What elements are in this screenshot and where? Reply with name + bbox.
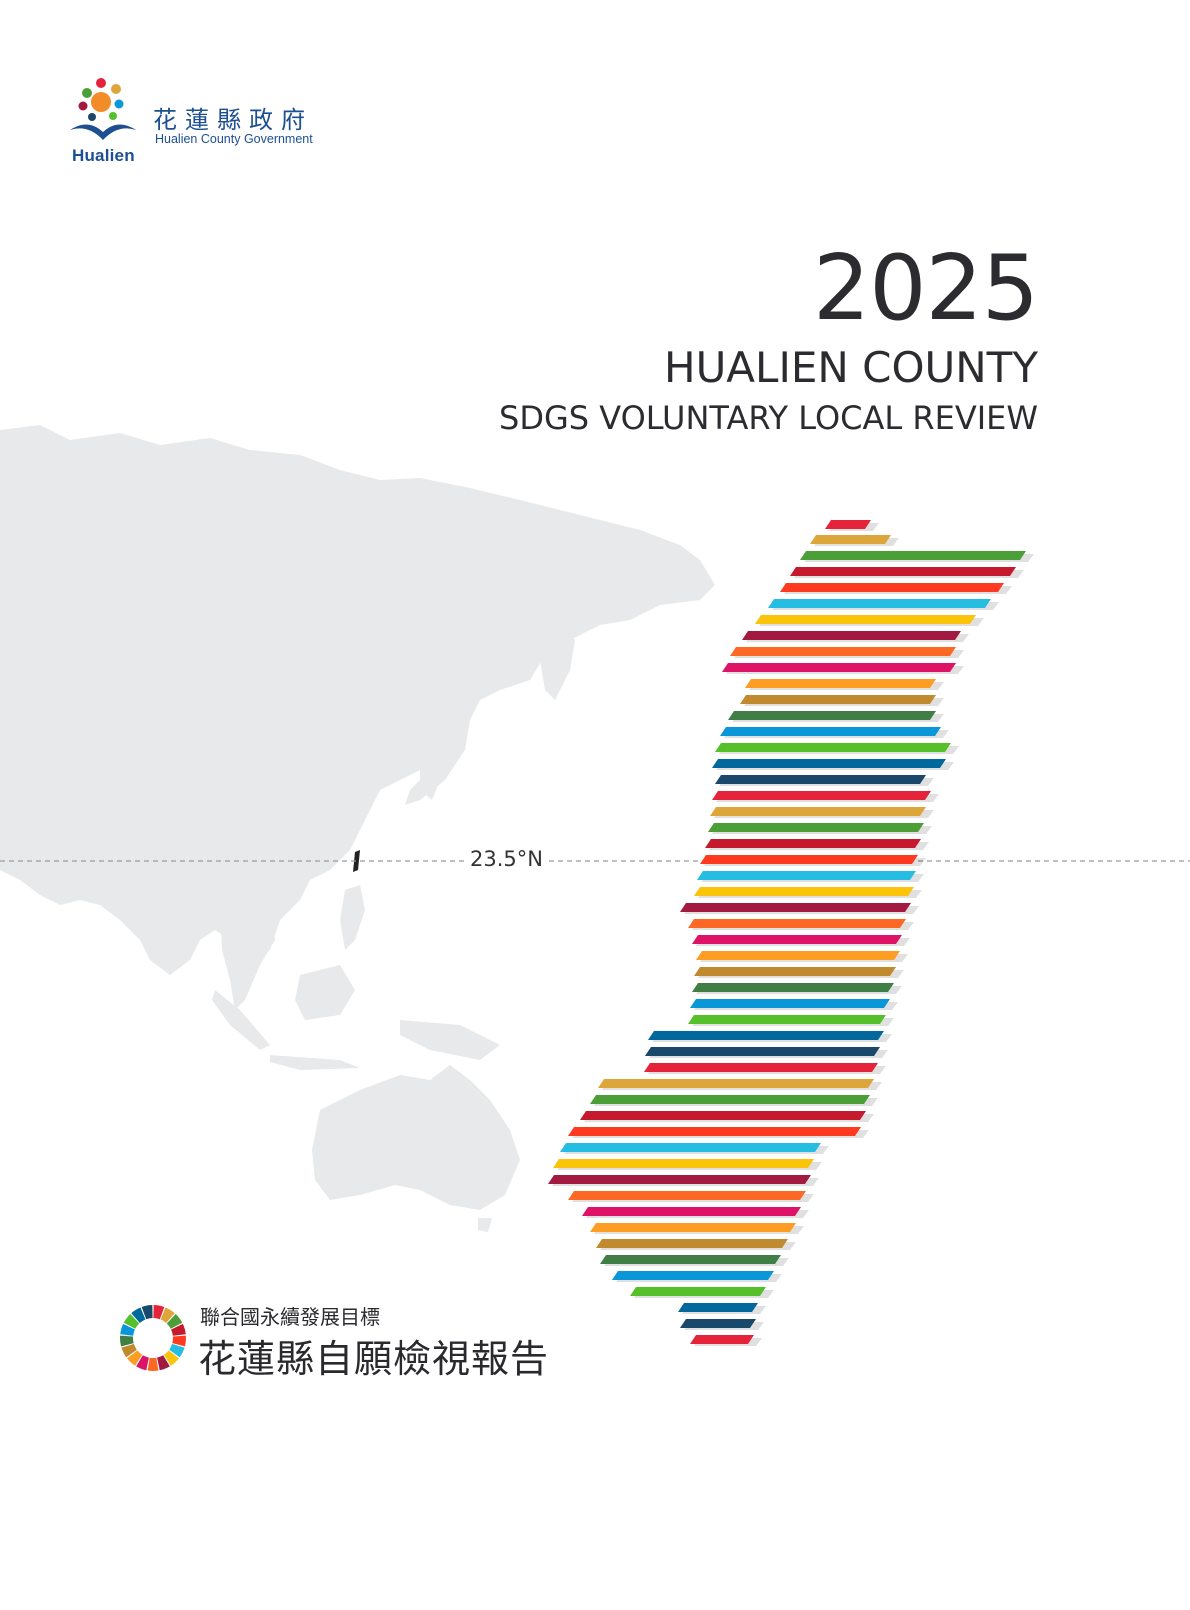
footer-line2: 花蓮縣自願檢視報告 (198, 1337, 550, 1381)
sdg-wheel-segment (136, 1355, 149, 1371)
sdg-wheel-segment (120, 1335, 134, 1347)
stripe (580, 1111, 866, 1120)
indochina (220, 895, 275, 1010)
stripe (694, 967, 896, 976)
stripe (548, 1175, 811, 1184)
sdg-wheel-segment (157, 1355, 170, 1371)
stripe (780, 583, 1004, 592)
sdg-wheel-segment (163, 1350, 179, 1366)
sdg-wheel-segment (171, 1323, 186, 1336)
sdg-wheel-segment (172, 1335, 186, 1347)
stripe (678, 1303, 758, 1312)
sdg-wheel-segment (127, 1350, 143, 1366)
kamchatka (540, 620, 575, 700)
hualien-logo: Hualien 花蓮縣政府 Hualien County Government (68, 74, 368, 174)
footer-line1: 聯合國永續發展目標 (200, 1305, 380, 1329)
tasmania (478, 1218, 492, 1232)
japan-hokkaido (455, 680, 480, 715)
stripe (590, 1095, 870, 1104)
sdg-wheel-segment (121, 1343, 137, 1358)
stripe (644, 1063, 878, 1072)
report-subtitle: SDGS VOLUNTARY LOCAL REVIEW (499, 399, 1038, 437)
sdg-wheel-segment (147, 1357, 159, 1371)
stripe (708, 823, 924, 832)
stripe (728, 711, 936, 720)
stripe (680, 1319, 756, 1328)
stripe (790, 567, 1016, 576)
org-name-en: Hualien County Government (155, 132, 313, 146)
stripe (745, 679, 936, 688)
sdg-wheel-segment (141, 1305, 153, 1320)
stripe (688, 1015, 886, 1024)
borneo (295, 965, 355, 1020)
stripe (720, 727, 941, 736)
philippines (340, 885, 365, 950)
title-block: 2025 HUALIEN COUNTY SDGS VOLUNTARY LOCAL… (499, 236, 1039, 438)
sdg-wheel-icon (120, 1305, 186, 1371)
stripe (582, 1207, 801, 1216)
stripe (705, 839, 921, 848)
stripe (645, 1047, 880, 1056)
stripe (648, 1031, 884, 1040)
australia (312, 1065, 520, 1210)
stripe (710, 807, 926, 816)
stripe (768, 599, 991, 608)
stripe (825, 520, 871, 529)
stripe (600, 1255, 781, 1264)
stripe (722, 663, 956, 672)
stripe (715, 743, 951, 752)
stripe (568, 1127, 861, 1136)
stripe (697, 871, 916, 880)
stripe (740, 695, 936, 704)
japan-honshu (405, 720, 470, 805)
stripe (596, 1239, 788, 1248)
sdg-wheel-segment (153, 1305, 165, 1320)
stripe (730, 647, 956, 656)
stripe (712, 791, 931, 800)
sdg-wheel-segment (169, 1343, 185, 1358)
report-year: 2025 (812, 236, 1039, 341)
stripe (712, 759, 946, 768)
sumatra (212, 990, 270, 1050)
latitude-label: 23.5°N (466, 847, 547, 871)
stripe (810, 535, 891, 544)
sdg-wheel-segment (131, 1307, 146, 1323)
stripe (715, 775, 926, 784)
sdg-wheel-segment (123, 1314, 140, 1329)
taiwan-small (353, 850, 360, 872)
sdg-wheel-segment (120, 1323, 135, 1336)
stripe (568, 1191, 806, 1200)
hualien-flower-icon (70, 78, 136, 140)
stripe (598, 1079, 874, 1088)
stripe (800, 551, 1026, 560)
org-name-zh: 花蓮縣政府 (153, 106, 313, 134)
stripe (560, 1143, 821, 1152)
stripe (553, 1159, 814, 1168)
eurasia-landmass (0, 425, 715, 975)
stripe (742, 631, 961, 640)
logo-wordmark: Hualien (72, 146, 135, 165)
stripe (694, 887, 914, 896)
stripe (692, 935, 902, 944)
stripe (755, 615, 976, 624)
sdg-wheel-segment (160, 1307, 175, 1323)
sdg-wheel-segment (166, 1314, 183, 1329)
stripe (690, 999, 890, 1008)
stripe (612, 1271, 774, 1280)
report-county: HUALIEN COUNTY (663, 343, 1038, 392)
stripe (696, 951, 900, 960)
stripe (630, 1287, 766, 1296)
stripe (680, 903, 911, 912)
java (270, 1055, 360, 1070)
stripe (688, 919, 906, 928)
stripe (690, 1335, 754, 1344)
stripe (590, 1223, 796, 1232)
stripe (700, 855, 918, 864)
new-guinea (400, 1020, 500, 1060)
stripe (692, 983, 894, 992)
